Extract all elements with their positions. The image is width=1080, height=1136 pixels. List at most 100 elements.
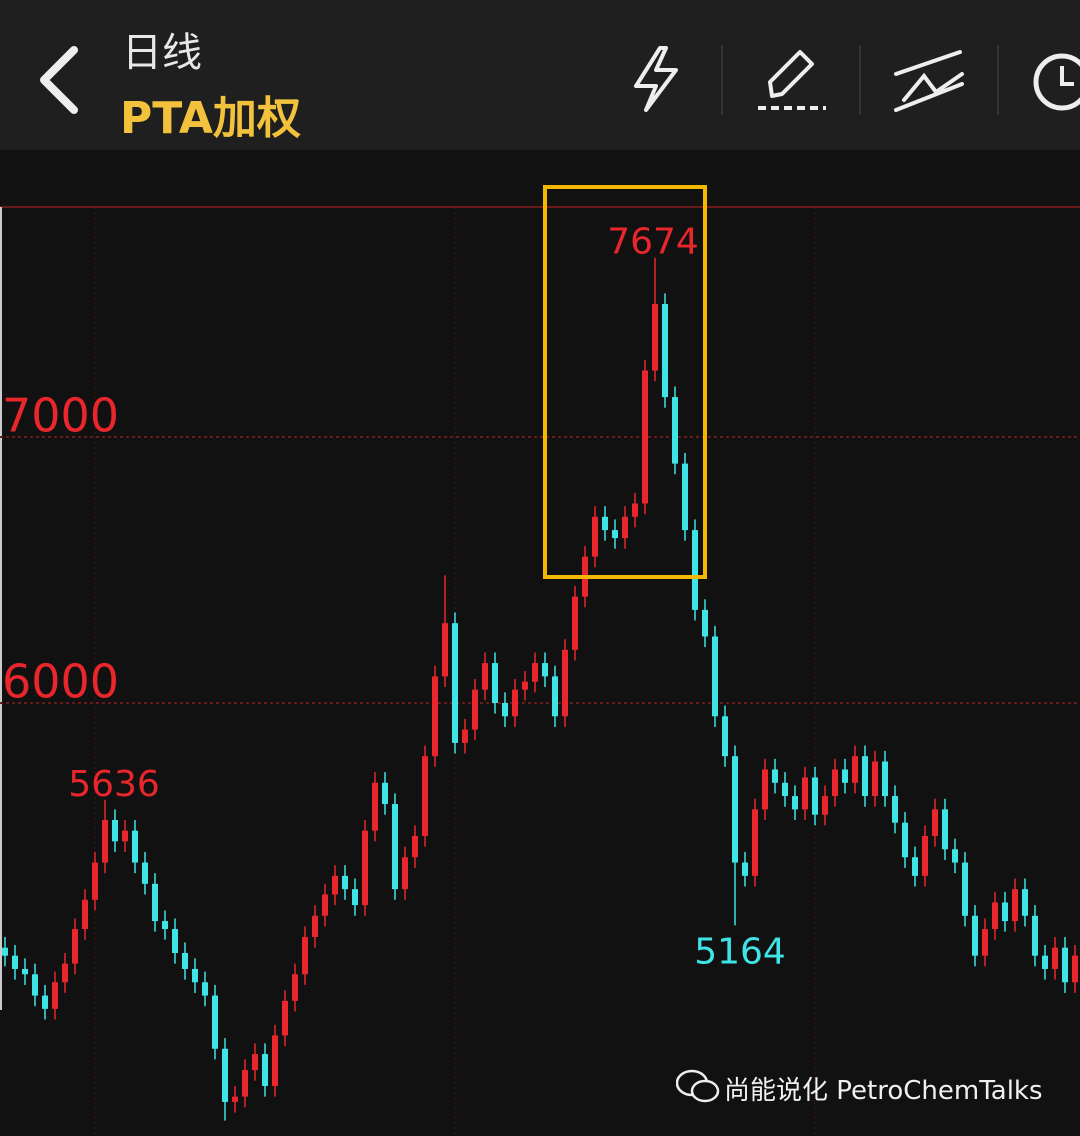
clock-hands [1060, 66, 1074, 86]
candle-body [92, 862, 98, 900]
back-button[interactable] [40, 46, 78, 114]
candle-body [362, 830, 368, 906]
candle-body [712, 636, 718, 717]
candle-body [162, 921, 168, 930]
candle-body [922, 835, 928, 876]
highlight-box [543, 185, 707, 579]
candle-body [722, 716, 728, 757]
candle-body [272, 1035, 278, 1086]
candle-body [862, 756, 868, 797]
candle-body [1012, 889, 1018, 922]
draw-icon[interactable] [768, 50, 814, 98]
candle-body [482, 663, 488, 690]
candle-body [402, 857, 408, 890]
symbol-label: PTA加权 [120, 93, 301, 144]
candle-body [892, 796, 898, 823]
candle-body [412, 835, 418, 858]
candle-body [372, 782, 378, 831]
candle-body [972, 915, 978, 956]
candle-body [932, 809, 938, 836]
candle-body [232, 1096, 238, 1102]
header: 日线 PTA加权 [0, 0, 1080, 150]
candle-body [132, 830, 138, 863]
candle-body [632, 503, 638, 517]
candle-body [1002, 902, 1008, 922]
candle-body [742, 862, 748, 876]
extreme-label: 7674 [607, 222, 699, 263]
candle-body [852, 756, 858, 783]
candle-body [242, 1070, 248, 1097]
candle-body [612, 530, 618, 539]
candle-body [872, 761, 878, 797]
candle-body [212, 995, 218, 1049]
candle-body [1062, 947, 1068, 983]
candle-body [22, 968, 28, 975]
candle-body [572, 596, 578, 650]
candle-body [702, 609, 708, 637]
candle-body [502, 702, 508, 717]
candle-body [1022, 889, 1028, 916]
candle-body [192, 968, 198, 983]
candle-body [692, 530, 698, 610]
candle-body [312, 915, 318, 938]
candle-body [542, 663, 548, 677]
candle-body [302, 937, 308, 975]
lightning-icon[interactable] [634, 46, 678, 112]
candle-body [762, 769, 768, 810]
watermark: 尚能说化 PetroChemTalks [724, 1076, 1043, 1106]
candle-body [422, 756, 428, 836]
clock-icon[interactable] [1033, 53, 1080, 111]
candle-body [782, 782, 788, 797]
candle-body [552, 676, 558, 717]
candle-body [802, 777, 808, 810]
candle-body [262, 1054, 268, 1086]
candle-body [442, 623, 448, 677]
candle-body [12, 955, 18, 969]
candle-body [732, 756, 738, 863]
candle-body [982, 929, 988, 956]
indicator-icon[interactable] [894, 50, 964, 112]
candle-body [882, 761, 888, 797]
candle-body [622, 516, 628, 539]
candle-body [252, 1054, 258, 1071]
candle-body [352, 889, 358, 906]
candle-body [282, 1000, 288, 1036]
candle-body [832, 769, 838, 797]
extreme-label: 5164 [694, 931, 786, 972]
candle-body [672, 397, 678, 464]
candle-body [752, 809, 758, 876]
candle-body [102, 820, 108, 863]
candle-body [202, 982, 208, 996]
candle-body [1072, 955, 1078, 983]
candle-body [292, 974, 298, 1001]
candle-body [902, 822, 908, 858]
candle-body [822, 796, 828, 815]
candle-body [772, 769, 778, 783]
candle-body [82, 899, 88, 930]
candle-body [992, 902, 998, 930]
candle-body [592, 516, 598, 557]
header-icons [40, 45, 1080, 115]
candle-body [392, 804, 398, 890]
candle-body [642, 370, 648, 504]
candle-body [52, 982, 58, 1009]
candle-body [962, 862, 968, 916]
candle-body [512, 689, 518, 717]
candle-body [952, 849, 958, 863]
extreme-label: 5636 [68, 764, 160, 805]
candle-body [382, 782, 388, 805]
candle-body [332, 875, 338, 895]
candle-body [142, 862, 148, 884]
candle-body [662, 304, 668, 398]
period-label: 日线 [122, 30, 202, 76]
candle-body [462, 729, 468, 743]
candle-body [452, 623, 458, 743]
candle-body [1042, 955, 1048, 969]
candle-body [182, 953, 188, 969]
candle-body [532, 663, 538, 682]
candle-body [792, 796, 798, 810]
candle-body [112, 820, 118, 842]
candle-body [122, 830, 128, 842]
